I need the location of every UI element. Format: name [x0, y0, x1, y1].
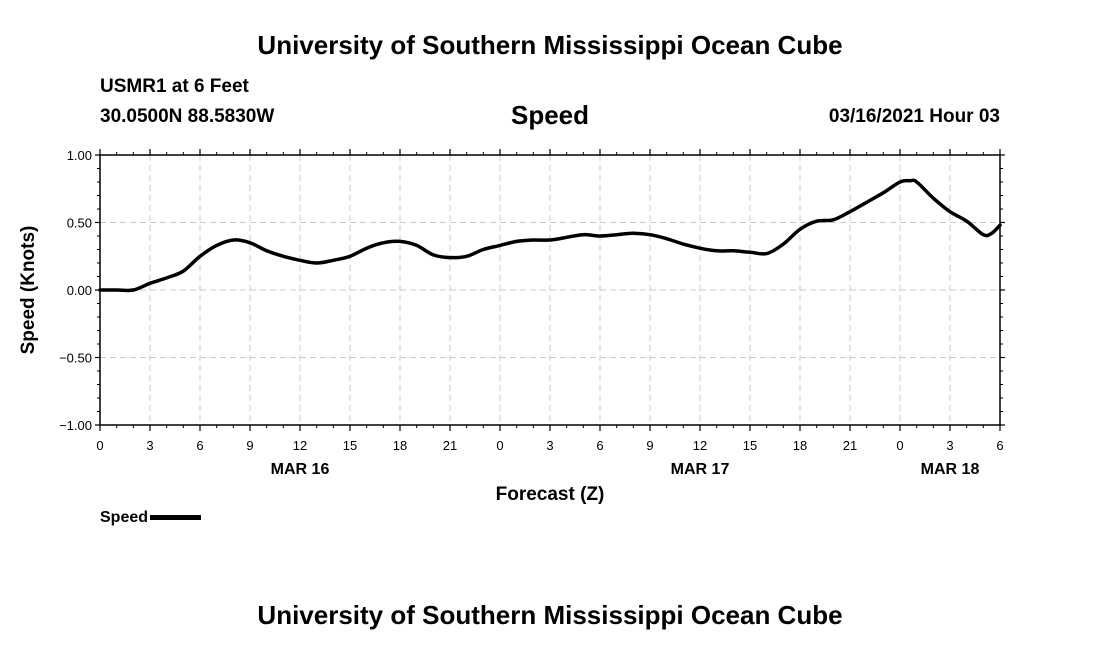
x-tick-label: 3: [546, 438, 553, 453]
x-tick-label: 6: [196, 438, 203, 453]
x-tick-label: 15: [343, 438, 357, 453]
x-tick-label: 6: [596, 438, 603, 453]
x-tick-label: 0: [96, 438, 103, 453]
date-label: MAR 18: [921, 461, 980, 478]
variable-title: Speed: [510, 100, 590, 130]
x-tick-label: 21: [443, 438, 457, 453]
speed-series-line: [98, 178, 1002, 293]
x-tick-label: 3: [946, 438, 953, 453]
y-tick-label: −1.00: [59, 418, 92, 433]
date-label: MAR 16: [271, 461, 330, 478]
x-tick-label: 0: [496, 438, 503, 453]
date-label: MAR 17: [671, 461, 730, 478]
y-tick-label: 0.00: [67, 283, 92, 298]
chart-title-bottom: University of Southern Mississippi Ocean…: [257, 600, 843, 630]
x-tick-label: 0: [896, 438, 903, 453]
x-tick-label: 15: [743, 438, 757, 453]
chart-title-top: University of Southern Mississippi Ocean…: [257, 30, 843, 60]
x-tick-label: 18: [393, 438, 407, 453]
speed-chart: 1.00 0.50 0.00 −0.50 −1.00 0 3 6 9 12 15 18 21 0 3 6 9 12…: [18, 148, 1005, 505]
x-tick-label: 21: [843, 438, 857, 453]
y-tick-label: 1.00: [67, 148, 92, 163]
x-tick-label: 3: [146, 438, 153, 453]
legend: Speed: [100, 509, 202, 527]
x-tick-label: 18: [793, 438, 807, 453]
y-axis-label: Speed (Knots): [18, 226, 39, 355]
y-tick-label: −0.50: [59, 351, 92, 366]
x-tick-label: 9: [646, 438, 653, 453]
x-tick-label: 9: [246, 438, 253, 453]
x-tick-label: 12: [693, 438, 707, 453]
legend-label: Speed: [100, 509, 149, 526]
legend-swatch: [150, 515, 202, 521]
x-axis-label: Forecast (Z): [496, 484, 605, 505]
x-tick-label: 12: [293, 438, 307, 453]
station-coordinates: 30.0500N 88.5830W: [100, 106, 275, 127]
station-label: USMR1 at 6 Feet: [100, 76, 249, 97]
forecast-datetime: 03/16/2021 Hour 03: [828, 106, 1000, 127]
x-tick-label: 6: [996, 438, 1003, 453]
y-tick-label: 0.50: [67, 216, 92, 231]
